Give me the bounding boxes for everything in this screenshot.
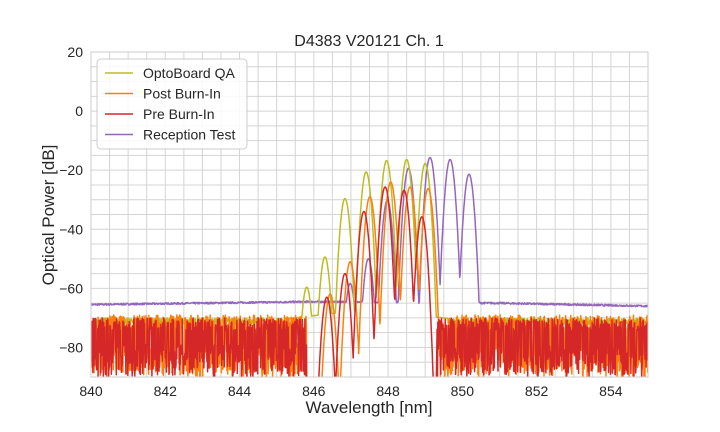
y-tick-label: 0: [75, 103, 83, 119]
x-tick-label: 842: [154, 383, 178, 399]
series-line-pre-burn-in: [91, 186, 648, 377]
y-tick-labels: 20 0 −20 −40 −60 −80: [59, 44, 83, 355]
x-tick-label: 854: [599, 383, 623, 399]
x-tick-labels: 840 842 844 846 848 850 852 854: [79, 383, 622, 399]
legend-box: [96, 58, 248, 150]
x-tick-label: 846: [302, 383, 326, 399]
y-axis-label: Optical Power [dB]: [39, 145, 58, 286]
chart-title: D4383 V20121 Ch. 1: [294, 33, 444, 50]
y-tick-label: −60: [59, 280, 83, 296]
series-lines: [91, 156, 648, 377]
x-tick-label: 850: [451, 383, 475, 399]
y-tick-label: 20: [67, 44, 83, 60]
x-tick-label: 848: [376, 383, 400, 399]
x-axis-label: Wavelength [nm]: [306, 398, 433, 417]
x-tick-label: 844: [228, 383, 252, 399]
x-tick-label: 840: [79, 383, 103, 399]
legend-label: Reception Test: [143, 127, 235, 143]
legend-label: Pre Burn-In: [143, 106, 215, 122]
plot-frame: [90, 51, 649, 378]
legend-label: Post Burn-In: [143, 86, 221, 102]
x-tick-label: 852: [525, 383, 549, 399]
y-tick-label: −20: [59, 162, 83, 178]
legend: OptoBoard QA Post Burn-In Pre Burn-In Recep…: [96, 58, 248, 150]
legend-label: OptoBoard QA: [143, 65, 235, 81]
y-tick-label: −80: [59, 339, 83, 355]
y-tick-label: −40: [59, 221, 83, 237]
